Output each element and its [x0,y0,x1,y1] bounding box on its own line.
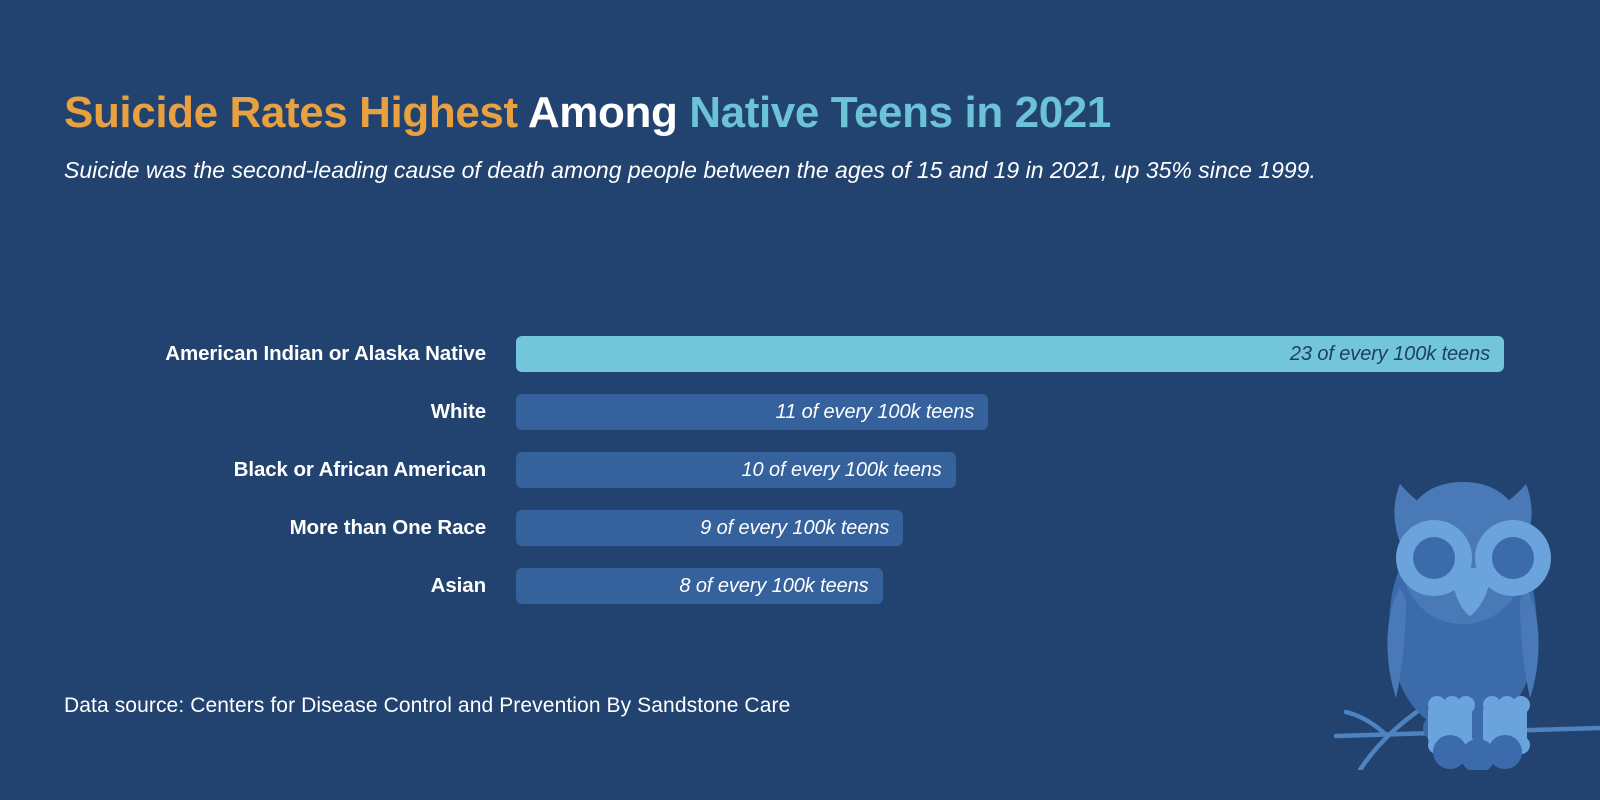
category-label: White [430,400,486,423]
bar[interactable]: 10 of every 100k teens [516,452,956,488]
owl-tail [1423,706,1503,750]
bar[interactable]: 23 of every 100k teens [516,336,1504,372]
owl-wing-right [1520,588,1539,698]
chart-row: More than One Race 9 of every 100k teens [64,499,1504,557]
bar-track: 8 of every 100k teens [516,557,1504,615]
chart-row: American Indian or Alaska Native 23 of ev… [64,325,1504,383]
title-segment-white: Among [527,88,690,137]
bar[interactable]: 11 of every 100k teens [516,394,989,430]
title-segment-orange: Suicide Rates Highest [64,88,528,137]
page-subtitle: Suicide was the second-leading cause of … [64,157,1316,184]
bar[interactable]: 8 of every 100k teens [516,568,883,604]
category-label: American Indian or Alaska Native [165,342,486,365]
bar-chart: American Indian or Alaska Native 23 of ev… [64,325,1504,615]
chart-row: Asian 8 of every 100k teens [64,557,1504,615]
bar-track: 10 of every 100k teens [516,441,1504,499]
bar-value-label: 8 of every 100k teens [679,574,869,597]
bar-track: 9 of every 100k teens [516,499,1504,557]
chart-row: Black or African American 10 of every 100… [64,441,1504,499]
bar-track: 11 of every 100k teens [516,383,1504,441]
page-title: Suicide Rates Highest Among Native Teens… [64,88,1524,137]
header: Suicide Rates Highest Among Native Teens… [64,88,1524,187]
category-label: Black or African American [233,458,486,481]
chart-row: White 11 of every 100k teens [64,383,1504,441]
category-label: Asian [430,574,486,597]
bar[interactable]: 9 of every 100k teens [516,510,904,546]
owl-feet [1433,735,1522,773]
bar-track: 23 of every 100k teens [516,325,1504,383]
branch-icon [1333,701,1600,773]
category-label: More than One Race [289,516,487,539]
data-source-caption: Data source: Centers for Disease Control… [64,694,791,717]
bar-value-label: 10 of every 100k teens [741,458,942,481]
title-segment-teal: Native Teens in 2021 [689,88,1111,137]
owl-talons [1428,696,1530,754]
bar-value-label: 23 of every 100k teens [1289,342,1490,365]
bar-value-label: 11 of every 100k teens [775,400,975,423]
bar-value-label: 9 of every 100k teens [700,516,890,539]
